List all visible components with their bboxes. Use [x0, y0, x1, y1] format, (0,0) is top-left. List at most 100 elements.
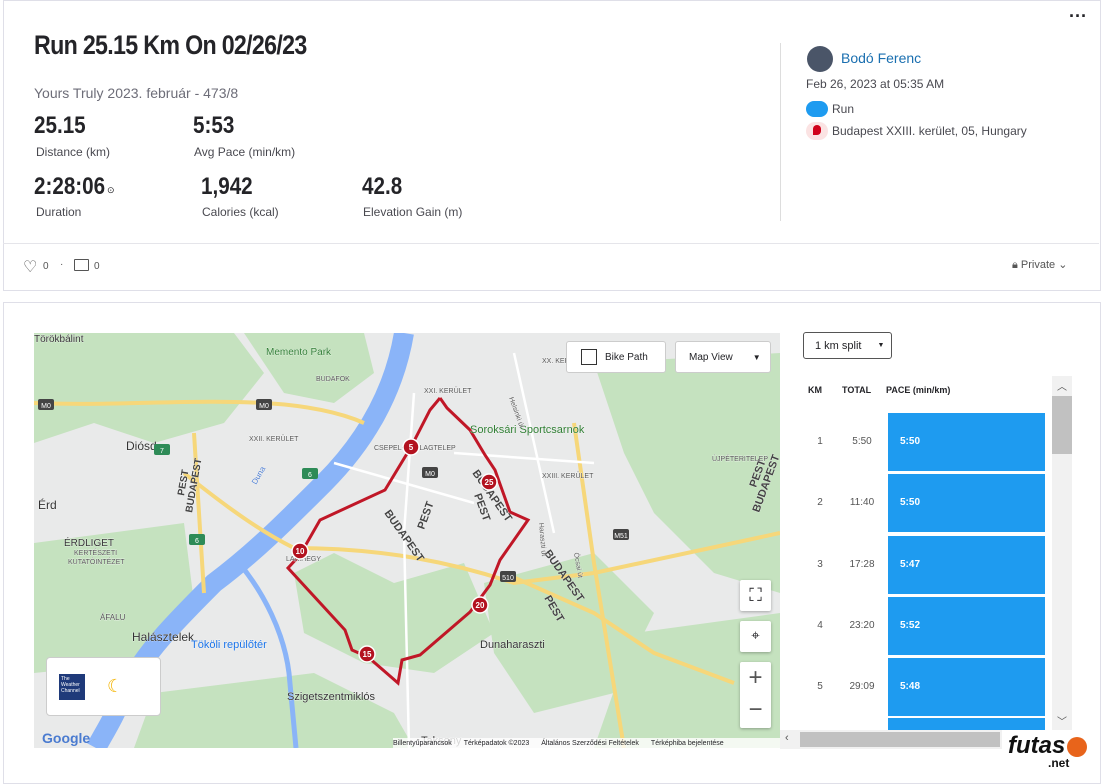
split-pace: 5:50 — [900, 497, 921, 509]
split-select[interactable]: 1 km split ▼ — [803, 332, 892, 359]
split-total: 23:20 — [849, 619, 875, 631]
stat-label: Calories (kcal) — [202, 205, 279, 219]
column-header: KM — [808, 385, 822, 395]
shield-label: M0 — [425, 471, 435, 478]
shield — [302, 468, 318, 479]
map-label: Szigetszentmiklós — [287, 691, 376, 703]
shield — [256, 399, 272, 410]
map-label: Halásztelek — [132, 630, 195, 644]
km-marker — [402, 438, 420, 456]
map-label: PEST — [176, 469, 191, 497]
shield — [38, 399, 54, 410]
vertical-scrollbar[interactable]: ︿ ﹀ — [1052, 376, 1072, 730]
stat-value: 2:28:06 — [34, 173, 106, 200]
run-icon — [806, 101, 828, 117]
fullscreen-button[interactable]: ⛶ — [740, 580, 771, 611]
map-label: Diósd — [126, 439, 157, 453]
shield — [613, 529, 629, 540]
split-pace: 5:47 — [900, 558, 921, 570]
map-label: BUDAFOK — [316, 376, 350, 383]
map-label: ÚJPÉTERITELEP — [712, 454, 768, 463]
pace-bar: 5:50 — [888, 413, 1045, 471]
watermark-main: futas — [1008, 732, 1066, 759]
stat-label: Avg Pace (min/km) — [194, 145, 296, 159]
split-pace: 5:50 — [900, 436, 921, 447]
stat-value: 25.15 — [34, 112, 86, 139]
stat-value: 5:53 — [193, 112, 235, 139]
shield — [422, 467, 438, 478]
athlete-name[interactable]: Bodó Ferenc — [841, 50, 922, 66]
zoom-out[interactable]: − — [748, 696, 763, 723]
split-pace: 5:52 — [900, 619, 921, 631]
weather-widget[interactable]: The Weather Channel ☾ — [46, 657, 161, 716]
shield-label: 6 — [195, 538, 199, 545]
split-km: 2 — [817, 497, 823, 509]
pace-bar: 5:52 — [888, 596, 1045, 655]
map-footer: Billentyűparancsok Térképadatok ©2023 Ál… — [393, 738, 780, 748]
footer-link[interactable]: Billentyűparancsok — [393, 739, 452, 747]
shield-label: M0 — [41, 403, 51, 410]
shield — [189, 534, 205, 545]
stat-label: Distance (km) — [36, 145, 111, 159]
zoom-in[interactable]: + — [748, 664, 763, 691]
route — [285, 397, 531, 686]
split-total: 5:50 — [852, 436, 872, 447]
privacy-label: Private — [1020, 259, 1056, 271]
scroll-thumb[interactable] — [1052, 396, 1072, 454]
map-view-select[interactable]: Map View ▼ — [675, 341, 771, 373]
split-km: 4 — [817, 619, 823, 631]
divider — [3, 243, 1099, 244]
scroll-thumb[interactable] — [800, 732, 1000, 747]
km-marker — [358, 645, 376, 663]
column-header: PACE (min/km) — [886, 385, 951, 395]
split-total: 29:09 — [849, 681, 875, 693]
km-marker-label: 20 — [476, 601, 485, 610]
map-label: XXIII. KERÜLET — [542, 472, 594, 480]
shield-label: 6 — [308, 472, 312, 479]
comment-button[interactable] — [74, 259, 89, 271]
split-total: 17:28 — [849, 558, 875, 570]
privacy-dropdown[interactable]: 🔒︎ Private ⌄ — [1012, 259, 1068, 271]
more-menu[interactable]: ··· — [1069, 6, 1087, 26]
shield-label: M51 — [614, 533, 628, 540]
zoom-control: + − — [740, 662, 771, 728]
footer-link[interactable]: Térképhiba bejelentése — [650, 739, 724, 747]
info-icon[interactable]: ⊙ — [107, 185, 115, 195]
map-view-label: Map View — [689, 351, 733, 363]
shield — [154, 444, 170, 455]
map-label: XXII. KERÜLET — [249, 435, 299, 443]
avatar[interactable] — [807, 46, 833, 72]
km-markers: 5 10 15 20 25 — [291, 438, 498, 663]
map-label: Törökbálint — [34, 334, 84, 345]
split-km: 1 — [817, 436, 823, 447]
separator: · — [60, 259, 64, 270]
footer-link[interactable]: Általános Szerződési Feltételek — [541, 739, 639, 747]
map-label: ÁFALU — [100, 613, 126, 622]
km-marker-label: 10 — [296, 547, 305, 556]
pace-bar — [888, 718, 1045, 730]
like-button[interactable]: ♡ — [23, 259, 38, 276]
split-total: 11:40 — [849, 497, 875, 509]
map-label: Tököli repülőtér — [191, 639, 267, 651]
horizontal-scrollbar[interactable]: ‹ — [780, 730, 1002, 749]
km-marker — [471, 596, 489, 614]
recenter-button[interactable]: ⌖ — [740, 621, 771, 652]
comment-count: 0 — [94, 261, 100, 272]
activity-type: Run — [832, 102, 855, 116]
map: Törökbálint Memento Park BUDAFOK XXI. KERÜL… — [34, 333, 780, 748]
map-label: XXI. KERÜLET — [424, 387, 472, 395]
checkbox[interactable] — [581, 349, 597, 365]
map-label: Soroksári Sportcsarnok — [470, 424, 585, 436]
footer-text: Térképadatok ©2023 — [463, 739, 530, 747]
activity-title: Run 25.15 Km On 02/26/23 — [34, 30, 307, 60]
split-km: 5 — [817, 681, 823, 693]
stat-value: 42.8 — [362, 173, 403, 200]
watermark: futas — [1008, 732, 1088, 760]
km-marker — [291, 542, 309, 560]
activity-card — [3, 0, 1101, 291]
split-select-label: 1 km split — [815, 339, 862, 352]
divider — [780, 43, 781, 221]
bike-path-toggle[interactable]: Bike Path — [566, 341, 666, 373]
